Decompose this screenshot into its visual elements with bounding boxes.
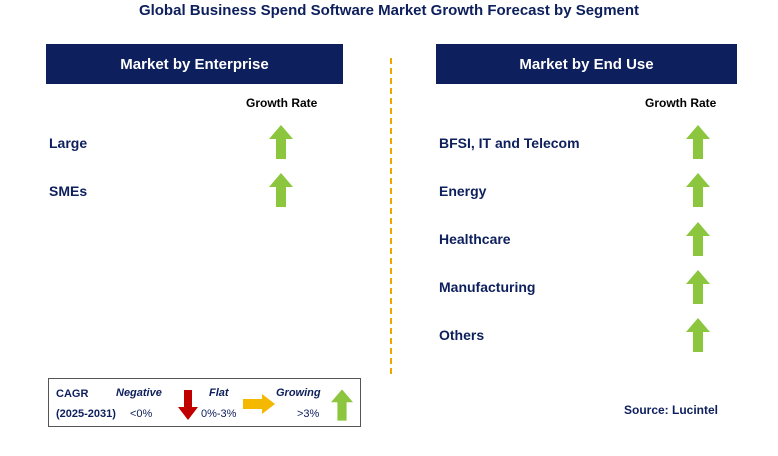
down-arrow-icon	[178, 390, 198, 420]
right-arrow-icon	[243, 394, 275, 414]
up-arrow-icon	[269, 173, 293, 207]
source-label: Source: Lucintel	[624, 403, 719, 417]
legend-flat-range: 0%-3%	[201, 408, 237, 420]
legend-growing-label: Growing	[276, 387, 321, 399]
panel-divider	[390, 58, 392, 374]
legend-negative-label: Negative	[116, 387, 162, 399]
up-arrow-icon	[686, 318, 710, 352]
legend-growing-range: >3%	[297, 408, 320, 420]
enterprise-row-label-smes: SMEs	[49, 183, 88, 199]
up-arrow-icon	[331, 389, 353, 421]
end-use-row-label-others: Others	[439, 327, 485, 343]
legend-cagr-label: CAGR	[56, 388, 89, 400]
page-title: Global Business Spend Software Market Gr…	[138, 2, 640, 19]
end-use-panel-header: Market by End Use	[436, 44, 737, 84]
up-arrow-icon	[686, 270, 710, 304]
legend-negative-range: <0%	[130, 408, 153, 420]
enterprise-panel-header: Market by Enterprise	[46, 44, 343, 84]
end-use-row-label-manufacturing: Manufacturing	[439, 279, 536, 295]
up-arrow-icon	[686, 222, 710, 256]
enterprise-row-label-large: Large	[49, 135, 88, 151]
up-arrow-icon	[686, 125, 710, 159]
legend-flat-label: Flat	[209, 387, 229, 399]
legend-period-label: (2025-2031)	[56, 408, 116, 420]
enterprise-growth-rate-label: Growth Rate	[246, 96, 318, 110]
up-arrow-icon	[686, 173, 710, 207]
up-arrow-icon	[269, 125, 293, 159]
end-use-growth-rate-label: Growth Rate	[645, 96, 717, 110]
cagr-legend: CAGR (2025-2031) Negative <0% Flat 0%-3%…	[48, 378, 361, 427]
end-use-row-label-healthcare: Healthcare	[439, 231, 511, 247]
end-use-row-label-energy: Energy	[439, 183, 487, 199]
end-use-row-label-bfsi: BFSI, IT and Telecom	[439, 135, 580, 151]
